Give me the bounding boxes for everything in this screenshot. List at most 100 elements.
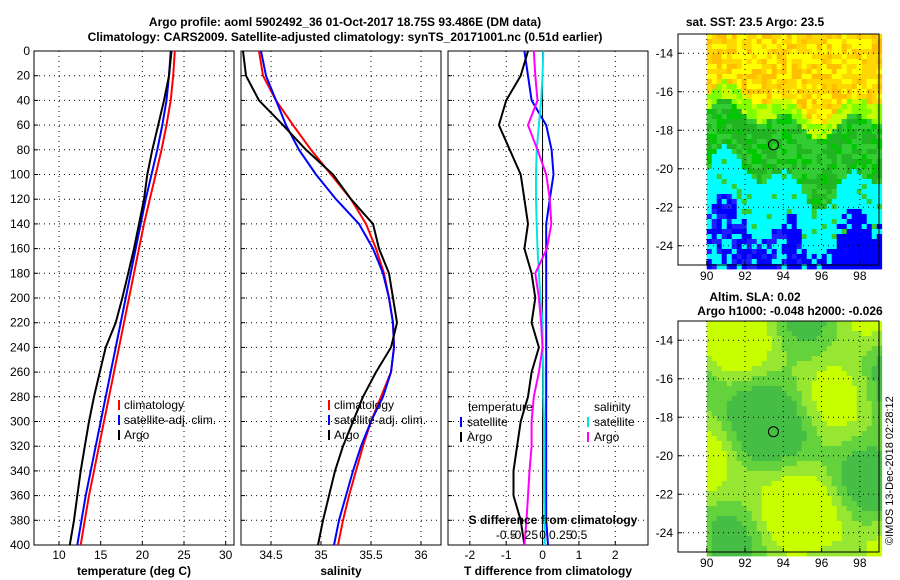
map-cell [861, 119, 868, 125]
map-cell [826, 119, 833, 125]
map-cell [786, 436, 793, 442]
map-cell [861, 351, 868, 357]
map-cell [856, 209, 863, 215]
map-cell [826, 411, 833, 417]
map-cell [781, 99, 788, 105]
map-cell [806, 184, 813, 190]
map-cell [846, 209, 853, 215]
map-cell [736, 441, 743, 447]
depth-tick-label: 40 [17, 93, 31, 107]
map-cell [706, 536, 713, 542]
map-cell [816, 471, 823, 477]
map-cell [816, 244, 823, 250]
map-cell [776, 516, 783, 522]
map-cell [841, 516, 848, 522]
map-cell [766, 169, 773, 175]
map-cell [741, 411, 748, 417]
map-cell [756, 421, 763, 427]
map-cell [871, 326, 878, 332]
map-cell [761, 109, 768, 115]
map-cell [706, 219, 713, 225]
legend-marker [587, 417, 589, 427]
map-cell [761, 531, 768, 537]
map-cell [716, 229, 723, 235]
map-cell [826, 471, 833, 477]
map-cell [846, 199, 853, 205]
map-cell [781, 239, 788, 245]
map-cell [841, 224, 848, 230]
map-cell [826, 219, 833, 225]
map-cell [796, 234, 803, 240]
map-cell [816, 546, 823, 552]
map-cell [771, 94, 778, 100]
map-cell [716, 426, 723, 432]
map-cell [831, 356, 838, 362]
map-cell [746, 119, 753, 125]
map-cell [856, 486, 863, 492]
map-cell [871, 366, 878, 372]
map-cell [776, 401, 783, 407]
map-cell [781, 199, 788, 205]
map-cell [761, 89, 768, 95]
map-cell [831, 346, 838, 352]
map-cell [816, 169, 823, 175]
map-cell [841, 416, 848, 422]
map-cell [721, 551, 728, 557]
map-cell [816, 451, 823, 457]
map-cell [811, 411, 818, 417]
map-cell [816, 44, 823, 50]
map-cell [816, 511, 823, 517]
map-cell [791, 174, 798, 180]
map-cell [796, 406, 803, 412]
map-cell [801, 526, 808, 532]
map-cell [811, 511, 818, 517]
map-cell [791, 511, 798, 517]
map-cell [776, 69, 783, 75]
map-cell [841, 456, 848, 462]
map-cell [831, 431, 838, 437]
map-cell [846, 34, 853, 40]
map-cell [836, 114, 843, 120]
map-cell [851, 521, 858, 527]
map-cell [771, 244, 778, 250]
map-cell [721, 476, 728, 482]
map-cell [746, 366, 753, 372]
map-cell [796, 174, 803, 180]
map-cell [786, 521, 793, 527]
map-cell [741, 356, 748, 362]
map-cell [816, 426, 823, 432]
map-cell [721, 361, 728, 367]
map-cell [786, 64, 793, 70]
map-cell [851, 39, 858, 45]
map-cell [816, 164, 823, 170]
map-cell [841, 109, 848, 115]
map-cell [786, 184, 793, 190]
map-cell [751, 264, 758, 270]
map-cell [746, 134, 753, 140]
map-cell [866, 391, 873, 397]
map-cell [706, 486, 713, 492]
map-cell [846, 486, 853, 492]
map-cell [816, 436, 823, 442]
map-cell [781, 104, 788, 110]
map-cell [811, 229, 818, 235]
map-cell [706, 391, 713, 397]
map-cell [726, 224, 733, 230]
map-cell [851, 129, 858, 135]
map-cell [856, 386, 863, 392]
map-cell [841, 164, 848, 170]
map-cell [736, 436, 743, 442]
map-cell [756, 99, 763, 105]
map-cell [771, 396, 778, 402]
map-cell [796, 259, 803, 265]
map-cell [806, 491, 813, 497]
map-cell [846, 119, 853, 125]
map-cell [806, 109, 813, 115]
map-cell [736, 104, 743, 110]
map-cell [721, 431, 728, 437]
map-cell [716, 204, 723, 210]
map-cell [811, 506, 818, 512]
map-cell [796, 356, 803, 362]
map-cell [761, 491, 768, 497]
map-cell [706, 541, 713, 547]
